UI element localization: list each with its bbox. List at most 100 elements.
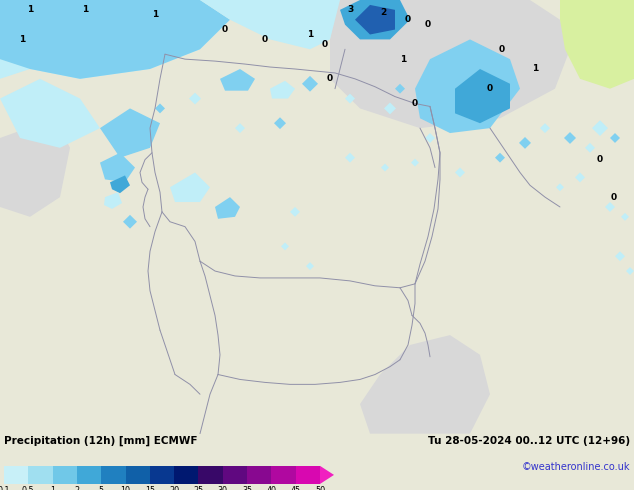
Polygon shape <box>540 123 550 133</box>
Polygon shape <box>395 84 405 94</box>
Bar <box>271 466 295 484</box>
Text: 0: 0 <box>487 84 493 93</box>
Text: 0: 0 <box>262 35 268 44</box>
Text: 0: 0 <box>412 99 418 108</box>
Polygon shape <box>100 153 135 182</box>
Polygon shape <box>189 93 201 104</box>
Bar <box>53 466 77 484</box>
Text: 1: 1 <box>19 35 25 44</box>
Text: 0: 0 <box>499 45 505 54</box>
Polygon shape <box>235 123 245 133</box>
Polygon shape <box>455 69 510 123</box>
Text: 1: 1 <box>27 5 33 14</box>
Text: 10: 10 <box>120 486 131 490</box>
Polygon shape <box>560 0 634 89</box>
Polygon shape <box>290 207 300 217</box>
Text: 1: 1 <box>400 54 406 64</box>
Polygon shape <box>425 133 435 143</box>
Polygon shape <box>170 172 210 202</box>
Polygon shape <box>110 175 130 193</box>
Polygon shape <box>610 133 620 143</box>
Polygon shape <box>274 117 286 129</box>
Polygon shape <box>0 0 230 79</box>
Bar <box>295 466 320 484</box>
Text: 0.1: 0.1 <box>0 486 10 490</box>
Polygon shape <box>355 5 395 34</box>
Text: 5: 5 <box>99 486 104 490</box>
Polygon shape <box>615 251 625 261</box>
Polygon shape <box>104 192 122 209</box>
Text: 0.5: 0.5 <box>22 486 35 490</box>
Bar <box>77 466 101 484</box>
Bar <box>101 466 126 484</box>
Text: 1: 1 <box>50 486 55 490</box>
Polygon shape <box>330 0 570 128</box>
Text: 0: 0 <box>405 15 411 24</box>
Polygon shape <box>360 335 490 434</box>
Text: 1: 1 <box>307 30 313 39</box>
Text: 20: 20 <box>169 486 179 490</box>
Polygon shape <box>0 0 230 79</box>
Polygon shape <box>411 159 419 167</box>
Polygon shape <box>220 69 255 91</box>
Bar <box>247 466 271 484</box>
Polygon shape <box>100 108 160 158</box>
Text: 2: 2 <box>380 8 386 17</box>
Polygon shape <box>575 172 585 182</box>
Bar <box>223 466 247 484</box>
Bar <box>198 466 223 484</box>
Text: 25: 25 <box>193 486 204 490</box>
Text: 2: 2 <box>74 486 79 490</box>
Text: Tu 28-05-2024 00..12 UTC (12+96): Tu 28-05-2024 00..12 UTC (12+96) <box>428 436 630 446</box>
Polygon shape <box>519 137 531 149</box>
Polygon shape <box>495 153 505 163</box>
Polygon shape <box>564 132 576 144</box>
Polygon shape <box>281 243 289 250</box>
Bar <box>29 466 53 484</box>
Text: 0: 0 <box>597 155 603 164</box>
Polygon shape <box>585 143 595 153</box>
Text: 0: 0 <box>322 40 328 49</box>
Polygon shape <box>0 118 70 217</box>
Polygon shape <box>621 213 629 221</box>
Polygon shape <box>320 466 334 484</box>
Bar <box>126 466 150 484</box>
Text: 40: 40 <box>266 486 276 490</box>
Text: 15: 15 <box>145 486 155 490</box>
Polygon shape <box>345 153 355 163</box>
Text: 45: 45 <box>290 486 301 490</box>
Polygon shape <box>345 94 355 103</box>
Text: 0: 0 <box>327 74 333 83</box>
Polygon shape <box>155 103 165 113</box>
Text: 1: 1 <box>532 65 538 74</box>
Text: 1: 1 <box>152 10 158 19</box>
Text: 3: 3 <box>347 5 353 14</box>
Polygon shape <box>455 168 465 177</box>
Bar <box>4 466 29 484</box>
Polygon shape <box>340 0 410 39</box>
Text: 0: 0 <box>611 193 617 201</box>
Text: Precipitation (12h) [mm] ECMWF: Precipitation (12h) [mm] ECMWF <box>4 436 198 446</box>
Text: 0: 0 <box>222 25 228 34</box>
Polygon shape <box>302 76 318 92</box>
Text: 1: 1 <box>82 5 88 14</box>
Text: 30: 30 <box>217 486 228 490</box>
Polygon shape <box>556 183 564 191</box>
Text: ©weatheronline.co.uk: ©weatheronline.co.uk <box>522 462 630 472</box>
Bar <box>150 466 174 484</box>
Polygon shape <box>605 202 615 212</box>
Polygon shape <box>415 39 520 133</box>
Polygon shape <box>200 0 340 49</box>
Polygon shape <box>626 267 634 275</box>
Polygon shape <box>592 120 608 136</box>
Text: 0: 0 <box>425 20 431 29</box>
Text: 50: 50 <box>315 486 325 490</box>
Polygon shape <box>381 164 389 171</box>
Polygon shape <box>215 197 240 219</box>
Polygon shape <box>384 102 396 114</box>
Polygon shape <box>306 262 314 270</box>
Polygon shape <box>0 79 100 148</box>
Bar <box>174 466 198 484</box>
Text: 35: 35 <box>242 486 252 490</box>
Polygon shape <box>123 215 137 229</box>
